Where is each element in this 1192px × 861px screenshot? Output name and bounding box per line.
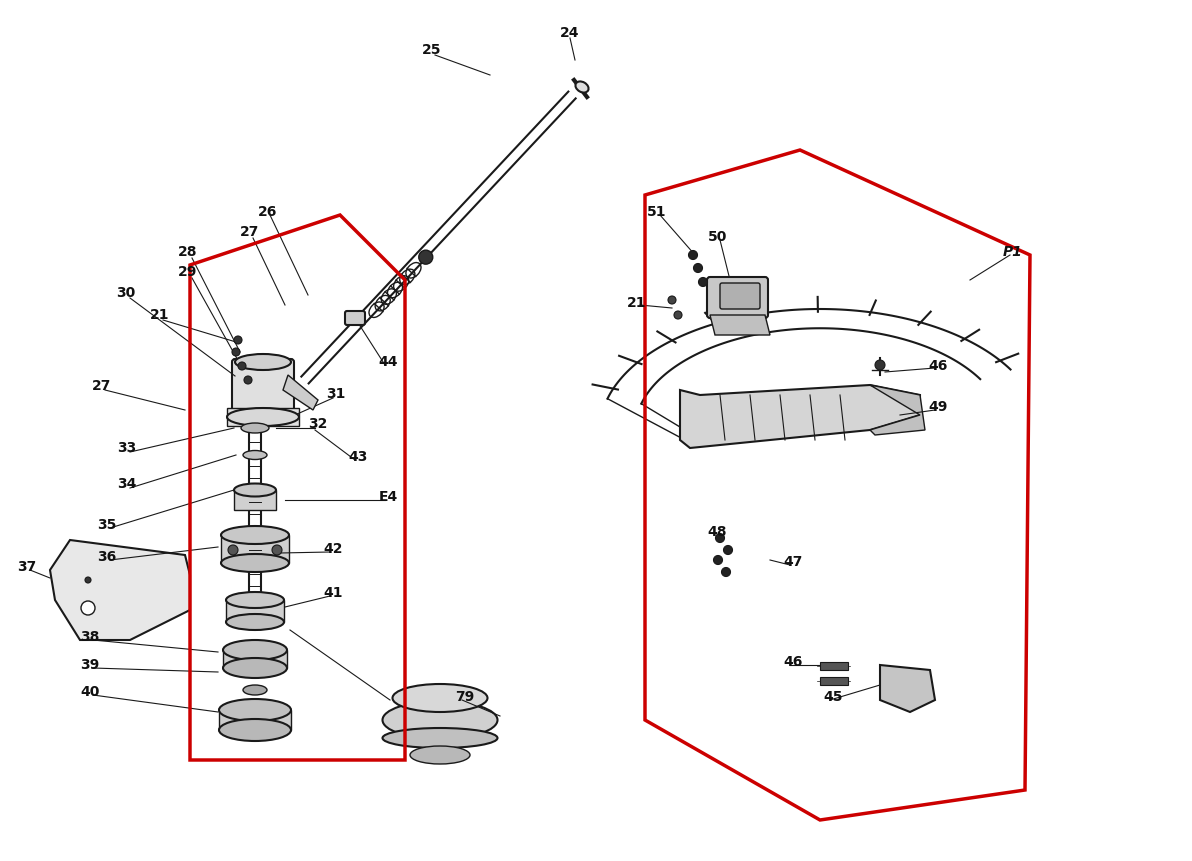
- Circle shape: [234, 336, 242, 344]
- Circle shape: [715, 534, 725, 542]
- Text: 44: 44: [378, 355, 398, 369]
- Polygon shape: [283, 375, 318, 410]
- Text: 48: 48: [707, 525, 727, 539]
- Ellipse shape: [219, 699, 291, 721]
- Text: 21: 21: [627, 296, 647, 310]
- Ellipse shape: [410, 746, 470, 764]
- Circle shape: [238, 362, 246, 370]
- Circle shape: [81, 601, 95, 615]
- Text: 49: 49: [929, 400, 948, 414]
- FancyBboxPatch shape: [234, 490, 277, 510]
- FancyBboxPatch shape: [221, 535, 288, 563]
- Ellipse shape: [241, 423, 269, 433]
- Circle shape: [232, 348, 240, 356]
- Ellipse shape: [226, 408, 299, 426]
- Circle shape: [272, 545, 283, 555]
- Circle shape: [673, 311, 682, 319]
- Text: 42: 42: [323, 542, 343, 556]
- FancyBboxPatch shape: [344, 311, 365, 325]
- Text: 35: 35: [98, 518, 117, 532]
- Polygon shape: [50, 540, 190, 640]
- FancyBboxPatch shape: [820, 662, 848, 670]
- Text: 37: 37: [18, 560, 37, 574]
- Text: P1: P1: [1004, 245, 1023, 259]
- Text: 30: 30: [117, 286, 136, 300]
- Text: 29: 29: [179, 265, 198, 279]
- Text: 47: 47: [783, 555, 802, 569]
- Text: 43: 43: [348, 450, 367, 464]
- Text: E4: E4: [378, 490, 398, 504]
- Ellipse shape: [392, 684, 488, 712]
- Text: 28: 28: [179, 245, 198, 259]
- Ellipse shape: [219, 719, 291, 741]
- Circle shape: [724, 546, 733, 554]
- Text: 45: 45: [824, 690, 843, 704]
- Circle shape: [714, 555, 722, 565]
- Ellipse shape: [576, 82, 589, 93]
- Text: 46: 46: [783, 655, 802, 669]
- Circle shape: [699, 277, 708, 287]
- Text: 27: 27: [92, 379, 112, 393]
- Text: 46: 46: [929, 359, 948, 373]
- Text: 50: 50: [708, 230, 727, 244]
- FancyBboxPatch shape: [707, 277, 768, 318]
- Text: 27: 27: [241, 225, 260, 239]
- Ellipse shape: [383, 701, 497, 739]
- Circle shape: [689, 251, 697, 259]
- Text: 33: 33: [117, 441, 137, 455]
- FancyBboxPatch shape: [226, 600, 284, 622]
- Ellipse shape: [383, 728, 497, 748]
- Text: 51: 51: [647, 205, 666, 219]
- Circle shape: [244, 376, 252, 384]
- FancyBboxPatch shape: [820, 677, 848, 685]
- Text: 39: 39: [80, 658, 100, 672]
- Ellipse shape: [234, 484, 277, 497]
- Text: 34: 34: [117, 477, 137, 491]
- Text: 79: 79: [455, 690, 474, 704]
- Polygon shape: [710, 315, 770, 335]
- Text: 24: 24: [560, 26, 579, 40]
- FancyBboxPatch shape: [226, 408, 299, 426]
- Text: 31: 31: [327, 387, 346, 401]
- Ellipse shape: [221, 526, 288, 544]
- Polygon shape: [880, 665, 935, 712]
- FancyBboxPatch shape: [219, 710, 291, 730]
- Ellipse shape: [223, 640, 287, 660]
- Text: 40: 40: [80, 685, 100, 699]
- Circle shape: [875, 360, 884, 370]
- FancyBboxPatch shape: [232, 359, 294, 420]
- Text: 32: 32: [309, 417, 328, 431]
- Circle shape: [228, 545, 238, 555]
- Text: 21: 21: [150, 308, 169, 322]
- Text: 25: 25: [422, 43, 442, 57]
- Ellipse shape: [226, 614, 284, 630]
- Polygon shape: [679, 385, 920, 448]
- Ellipse shape: [235, 354, 291, 370]
- Ellipse shape: [226, 592, 284, 608]
- Polygon shape: [870, 385, 925, 435]
- Text: 26: 26: [259, 205, 278, 219]
- Circle shape: [85, 577, 91, 583]
- FancyBboxPatch shape: [720, 283, 760, 309]
- Ellipse shape: [221, 554, 288, 572]
- Ellipse shape: [223, 658, 287, 678]
- Circle shape: [668, 296, 676, 304]
- Circle shape: [694, 263, 702, 272]
- Text: 38: 38: [80, 630, 100, 644]
- Ellipse shape: [243, 450, 267, 460]
- Text: 41: 41: [323, 586, 343, 600]
- Text: 36: 36: [98, 550, 117, 564]
- Circle shape: [418, 251, 433, 264]
- Ellipse shape: [243, 685, 267, 695]
- FancyBboxPatch shape: [223, 650, 287, 668]
- Circle shape: [721, 567, 731, 577]
